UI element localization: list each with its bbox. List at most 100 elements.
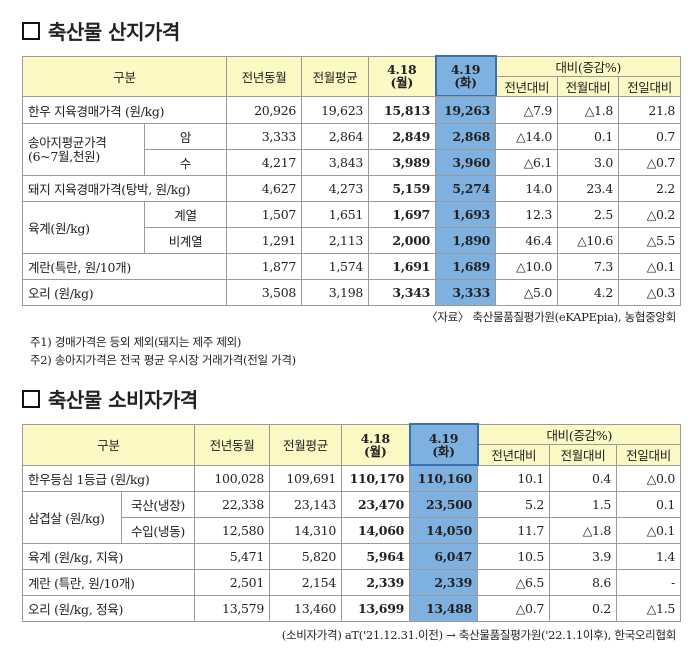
cell-date2: 1,689 xyxy=(435,253,497,280)
cell-date1: 110,170 xyxy=(341,464,410,492)
table-row: 삼겹살 (원/kg) 국산(냉장) 22,338 23,143 23,470 2… xyxy=(22,490,682,544)
cell-prev-month: 14,310 xyxy=(269,516,342,544)
row-sublabel: 암 xyxy=(143,123,228,150)
section1-title: 축산물 산지가격 xyxy=(22,16,180,45)
header-date2: 4.19 (화) xyxy=(434,55,497,97)
header-prev-month-avg: 전월평균 xyxy=(269,423,342,466)
square-bullet-icon xyxy=(22,22,40,40)
cell-prev-year: 22,338 xyxy=(194,490,270,518)
cell-vs-month: △10.6 xyxy=(557,227,620,254)
cell-vs-month: 0.2 xyxy=(549,594,617,622)
row-label: 한우 지육경매가격 (원/kg) xyxy=(21,96,228,124)
cell-vs-month: 3.9 xyxy=(549,542,617,570)
cell-prev-year: 12,580 xyxy=(194,516,270,544)
header-category: 구분 xyxy=(22,55,227,97)
cell-prev-month: 13,460 xyxy=(269,594,342,622)
cell-date2: 14,050 xyxy=(409,516,478,544)
header-date1: 4.18 (월) xyxy=(341,423,410,466)
table-row: 한우등심 1등급 (원/kg) 100,028 109,691 110,170 … xyxy=(22,464,682,492)
table-row: 계란 (특란, 원/10개) 2,501 2,154 2,339 2,339 △… xyxy=(22,568,682,596)
cell-date1: 2,000 xyxy=(368,227,437,254)
cell-date2: 3,960 xyxy=(435,149,497,176)
table-row: 오리 (원/kg) 3,508 3,198 3,343 3,333 △5.0 4… xyxy=(21,279,682,306)
producer-price-table: 구분 전년동월 전월평균 4.18 (월) 4.19 (화) 대비(증감%) 전년대… xyxy=(22,55,682,97)
cell-date2: 13,488 xyxy=(409,594,478,622)
cell-prev-year: 100,028 xyxy=(194,464,270,492)
cell-vs-year: △6.1 xyxy=(495,149,559,176)
cell-prev-year: 1,291 xyxy=(226,227,303,254)
header-vs-month: 전월대비 xyxy=(549,443,617,466)
footnote-1: 주1) 경매가격은 등외 제외(돼지는 제주 제외) xyxy=(30,335,242,349)
cell-vs-day: △0.1 xyxy=(618,253,682,280)
cell-vs-month: 1.5 xyxy=(549,490,617,518)
cell-date1: 13,699 xyxy=(341,594,410,622)
cell-vs-day: △5.5 xyxy=(618,227,682,254)
cell-vs-year: 11.7 xyxy=(477,516,550,544)
cell-vs-day: - xyxy=(615,568,682,596)
cell-vs-day: △0.1 xyxy=(615,516,682,544)
section2-title: 축산물 소비자가격 xyxy=(22,384,198,413)
header-compare: 대비(증감%) xyxy=(476,423,682,445)
cell-vs-month: △1.8 xyxy=(557,96,620,124)
table-row: 육계(원/kg) 계열 1,507 1,651 1,697 1,693 12.3… xyxy=(22,201,682,254)
cell-vs-year: 10.5 xyxy=(477,542,550,570)
cell-vs-month: 4.2 xyxy=(557,279,620,306)
cell-vs-year: △0.7 xyxy=(477,594,550,622)
table-row: 오리 (원/kg, 정육) 13,579 13,460 13,699 13,48… xyxy=(22,594,682,622)
cell-vs-month: 23.4 xyxy=(557,175,620,202)
row-label: 계란(특란, 원/10개) xyxy=(21,253,228,280)
row-sublabel: 수 xyxy=(143,149,228,176)
cell-vs-month: 3.0 xyxy=(557,149,620,176)
square-bullet-icon xyxy=(22,390,40,408)
cell-vs-year: 5.2 xyxy=(477,490,550,518)
cell-prev-month: 2,154 xyxy=(269,568,342,596)
source-note-consumer: (소비자가격) aT('21.12.31.이전) → 축산물품질평가원('22.… xyxy=(281,628,677,642)
cell-date2: 1,693 xyxy=(435,201,497,228)
cell-vs-month: 0.1 xyxy=(557,123,620,150)
cell-vs-day: △1.5 xyxy=(615,594,682,622)
header-date2: 4.19 (화) xyxy=(408,423,479,466)
row-label: 송아지평균가격 (6~7월,천원) xyxy=(22,123,145,176)
row-sublabel: 국산(냉장) xyxy=(121,490,195,518)
cell-prev-month: 109,691 xyxy=(269,464,342,492)
cell-vs-day: 2.2 xyxy=(618,175,682,202)
cell-prev-month: 2,864 xyxy=(301,123,370,150)
cell-prev-year: 3,508 xyxy=(226,279,303,306)
header-prev-year: 전년동월 xyxy=(194,423,270,466)
cell-vs-year: 12.3 xyxy=(495,201,559,228)
cell-date1: 3,343 xyxy=(368,279,437,306)
cell-vs-day: △0.7 xyxy=(618,149,682,176)
cell-date2: 6,047 xyxy=(409,542,478,570)
cell-vs-year: △10.0 xyxy=(495,253,559,280)
header-vs-day: 전일대비 xyxy=(617,75,682,97)
cell-date1: 2,849 xyxy=(368,123,437,150)
source-note: 〈자료〉 축산물품질평가원(eKAPEpia), 농협중앙회 xyxy=(426,310,676,324)
cell-date1: 5,964 xyxy=(341,542,410,570)
header-prev-month-avg: 전월평균 xyxy=(301,55,369,97)
row-sublabel: 비계열 xyxy=(143,227,228,254)
cell-prev-year: 3,333 xyxy=(226,123,303,150)
cell-vs-month: △1.8 xyxy=(549,516,617,544)
row-label: 오리 (원/kg, 정육) xyxy=(22,594,195,622)
cell-date2: 3,333 xyxy=(435,279,497,306)
producer-price-body: 한우 지육경매가격 (원/kg) 20,926 19,623 15,813 19… xyxy=(21,96,682,306)
header-vs-day: 전일대비 xyxy=(615,443,682,466)
table-row: 육계 (원/kg, 지육) 5,471 5,820 5,964 6,047 10… xyxy=(22,542,682,570)
cell-date2: 2,339 xyxy=(409,568,478,596)
row-label: 육계 (원/kg, 지육) xyxy=(22,542,195,570)
cell-date2: 110,160 xyxy=(409,464,478,492)
cell-vs-year: △7.9 xyxy=(495,96,559,124)
cell-prev-year: 20,926 xyxy=(226,96,303,124)
table-row: 돼지 지육경매가격(탕박, 원/kg) 4,627 4,273 5,159 5,… xyxy=(21,175,682,202)
cell-vs-month: 7.3 xyxy=(557,253,620,280)
header-vs-month: 전월대비 xyxy=(557,75,619,97)
cell-prev-month: 23,143 xyxy=(269,490,342,518)
cell-prev-year: 1,507 xyxy=(226,201,303,228)
cell-vs-day: △0.2 xyxy=(618,201,682,228)
footnote-2: 주2) 송아지가격은 전국 평균 우시장 거래가격(전일 가격) xyxy=(30,353,296,367)
cell-prev-year: 4,627 xyxy=(226,175,303,202)
cell-date2: 5,274 xyxy=(435,175,497,202)
header-prev-year: 전년동월 xyxy=(226,55,302,97)
cell-date2: 1,890 xyxy=(435,227,497,254)
table-row: 수 4,217 3,843 3,989 3,960 △6.1 3.0 △0.7 xyxy=(23,149,682,176)
